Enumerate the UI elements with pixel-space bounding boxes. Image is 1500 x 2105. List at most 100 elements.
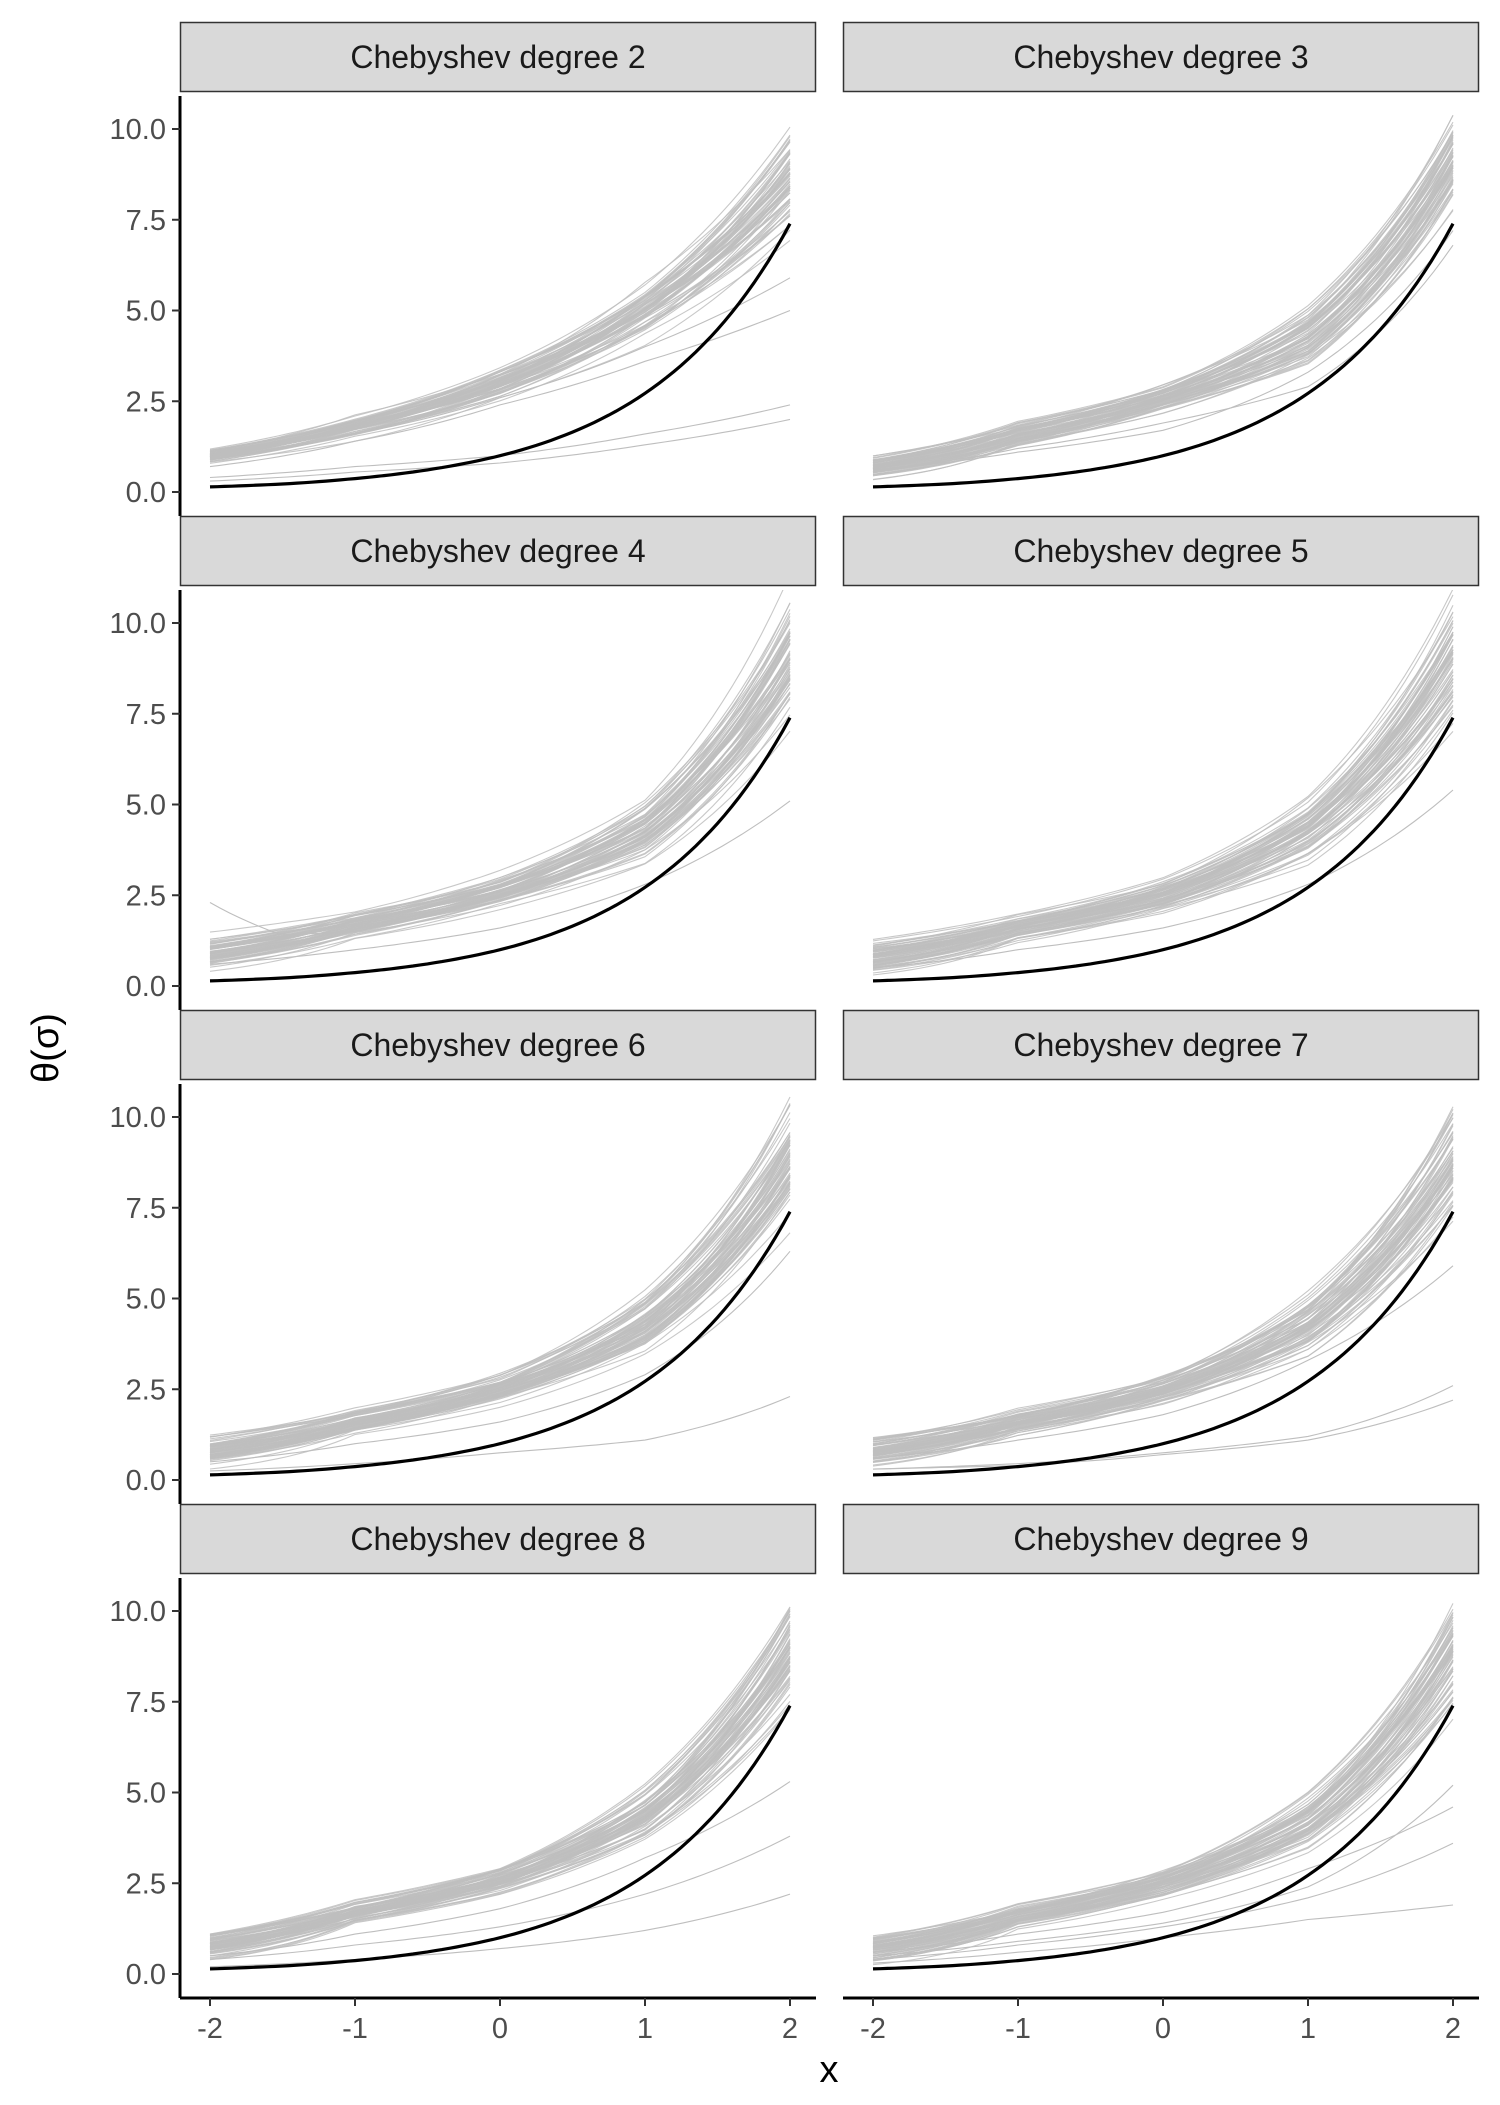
sample-curve <box>209 1166 791 1454</box>
sample-curve <box>209 168 791 455</box>
sample-curve <box>209 691 791 962</box>
sample-curve <box>872 121 1454 459</box>
sample-curve <box>209 612 791 943</box>
sample-curve <box>872 1186 1454 1459</box>
sample-curve <box>209 1132 791 1445</box>
sample-curve <box>209 1112 791 1440</box>
sample-curve <box>209 1606 791 1935</box>
sample-curve <box>872 175 1454 472</box>
sample-curve <box>872 671 1454 961</box>
sample-curve <box>872 138 1454 463</box>
curves-group <box>209 1606 792 1971</box>
y-tick-label: 5.0 <box>126 1284 166 1316</box>
sample-curve <box>209 139 791 452</box>
sample-curve <box>872 1603 1454 1937</box>
y-tick-label: 10.0 <box>110 114 166 146</box>
y-tick-label: 7.5 <box>126 699 166 731</box>
sample-curve <box>872 685 1454 965</box>
y-tick-label: 5.0 <box>126 790 166 822</box>
facet-strip-label: Chebyshev degree 7 <box>1013 1027 1308 1063</box>
sample-curve <box>872 167 1454 470</box>
sample-curve <box>209 1186 791 1458</box>
sample-curve <box>209 167 791 455</box>
sample-curve <box>872 1645 1454 1948</box>
sample-curve <box>209 668 791 957</box>
sample-curve <box>872 677 1454 963</box>
sample-curve <box>209 134 791 451</box>
sample-curve <box>209 1624 791 1940</box>
sample-curve <box>209 1152 791 1450</box>
sample-curve <box>872 1136 1454 1446</box>
outlier-curve <box>209 309 791 468</box>
sample-curve <box>209 1647 791 1945</box>
sample-curve <box>209 1611 791 1936</box>
sample-curve <box>209 181 791 457</box>
sample-curve <box>872 178 1454 473</box>
sample-curve <box>209 1096 791 1436</box>
sample-curve <box>872 590 1454 940</box>
sample-curve <box>872 691 1454 966</box>
facet-strip-label: Chebyshev degree 4 <box>350 533 645 569</box>
sample-curve <box>872 1656 1454 1950</box>
sample-curve <box>872 167 1454 470</box>
x-tick-label: 2 <box>1445 2013 1461 2045</box>
outlier-curve <box>872 1842 1454 1961</box>
sample-curve <box>209 1640 791 1943</box>
sample-curve <box>209 1675 791 1952</box>
sample-curve <box>872 1646 1454 1948</box>
sample-curve <box>209 1665 791 1950</box>
sample-curve <box>872 1176 1454 1456</box>
sample-curve <box>209 1645 791 1945</box>
sample-curve <box>872 1608 1454 1938</box>
sample-curve <box>209 659 791 954</box>
sample-curve <box>872 700 1454 968</box>
facet-strip-label: Chebyshev degree 5 <box>1013 533 1308 569</box>
curves-group <box>209 590 792 983</box>
sample-curve <box>872 171 1454 471</box>
y-tick-label: 2.5 <box>126 386 166 418</box>
sample-curve <box>209 185 791 457</box>
sample-curve <box>872 1644 1454 1947</box>
outlier-curve <box>872 244 1454 471</box>
sample-curve <box>209 1183 791 1458</box>
outlier-curve <box>872 1806 1454 1953</box>
sample-curve <box>209 189 791 458</box>
sample-curve <box>209 1709 791 1961</box>
sample-curve <box>209 1647 791 1945</box>
sample-curve <box>209 1105 791 1438</box>
sample-curve <box>872 161 1454 469</box>
sample-curve <box>872 1177 1454 1456</box>
sample-curve <box>209 1181 791 1457</box>
sample-curve <box>872 1634 1454 1945</box>
sample-curve <box>872 1158 1454 1452</box>
sample-curve <box>209 151 791 453</box>
sample-curve <box>209 1176 791 1456</box>
sample-curve <box>872 194 1454 477</box>
sample-curve <box>209 1180 791 1457</box>
sample-curve <box>872 1682 1454 1957</box>
sample-curve <box>209 198 791 459</box>
sample-curve <box>209 640 791 950</box>
sample-curve <box>209 172 791 456</box>
sample-curve <box>872 659 1454 958</box>
sample-curve <box>209 1631 791 1941</box>
sample-curve <box>872 150 1454 466</box>
facet-panel: Chebyshev degree 9 -2 -1 0 1 2 <box>842 1503 1480 2045</box>
sample-curve <box>209 677 791 959</box>
x-tick-label: -1 <box>342 2013 368 2045</box>
facet-strip-label: Chebyshev degree 6 <box>350 1027 645 1063</box>
sample-curve <box>209 1626 791 1940</box>
sample-curve <box>872 1160 1454 1452</box>
curves-group <box>872 114 1455 489</box>
sample-curve <box>209 210 791 461</box>
sample-curve <box>209 662 791 955</box>
sample-curve <box>872 1666 1454 1953</box>
sample-curve <box>209 169 791 455</box>
sample-curve <box>209 609 791 942</box>
sample-curve <box>872 681 1454 964</box>
sample-curve <box>209 1620 791 1939</box>
y-tick-label: 10.0 <box>110 608 166 640</box>
sample-curve <box>209 1646 791 1945</box>
sample-curve <box>209 1665 791 1950</box>
